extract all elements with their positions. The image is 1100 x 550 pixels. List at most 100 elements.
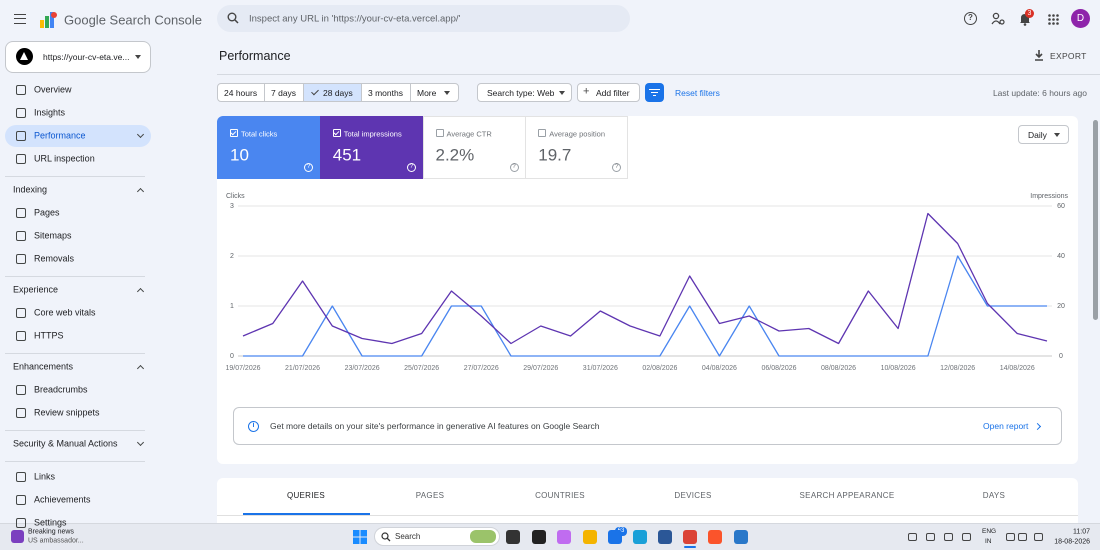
nav-section-title[interactable]: Security & Manual Actions <box>13 438 118 449</box>
taskbar-app[interactable] <box>633 530 647 544</box>
help-button[interactable]: ? <box>964 12 977 25</box>
y-tick-label: 0 <box>230 353 234 360</box>
taskbar-app[interactable] <box>583 530 597 544</box>
nav-item[interactable]: URL inspection <box>34 153 95 164</box>
help-icon: ? <box>612 163 622 172</box>
granularity-select[interactable] <box>1018 125 1069 144</box>
tab[interactable]: DAYS <box>982 491 1006 500</box>
metric-checkbox[interactable] <box>230 129 238 137</box>
metric-value: 19.7 <box>538 145 572 165</box>
taskbar-app[interactable] <box>506 530 520 544</box>
nav-section-title[interactable]: Experience <box>13 284 59 295</box>
nav-item[interactable]: Performance <box>34 130 86 141</box>
nav-icon <box>16 308 26 318</box>
tab[interactable]: PAGES <box>415 491 445 500</box>
logo <box>40 12 57 28</box>
tab[interactable]: DEVICES <box>674 491 712 500</box>
metric-tile[interactable] <box>422 116 526 179</box>
nav-item[interactable]: Settings <box>34 517 67 528</box>
divider <box>217 74 1100 75</box>
x-tick-label: 31/07/2026 <box>583 365 618 372</box>
metric-checkbox[interactable] <box>332 129 341 137</box>
reset-filters[interactable]: Reset filters <box>675 87 720 98</box>
nav-item[interactable]: Core web vitals <box>34 307 96 318</box>
help-icon: ? <box>509 163 519 172</box>
nav-divider <box>5 276 145 277</box>
nav-item[interactable]: Sitemaps <box>34 230 72 241</box>
clock-date: 18-08-2026 <box>1054 538 1090 546</box>
region: IN <box>985 537 992 545</box>
news-icon[interactable] <box>11 530 24 543</box>
ai-banner <box>233 407 1062 445</box>
taskbar-app[interactable] <box>658 530 672 544</box>
taskbar-app[interactable] <box>532 530 546 544</box>
nav-icon <box>16 408 26 418</box>
nav-divider <box>5 430 145 431</box>
caret <box>559 91 565 95</box>
y-tick-label: 3 <box>230 203 234 210</box>
section-toggle[interactable] <box>136 438 145 447</box>
export-button[interactable]: EXPORT <box>1050 50 1087 61</box>
tab[interactable]: COUNTRIES <box>535 491 585 500</box>
avatar[interactable]: D <box>1071 9 1090 28</box>
tray-icon[interactable] <box>1006 533 1015 541</box>
y2-axis-title: Impressions <box>1030 193 1068 200</box>
add-filter[interactable] <box>577 83 640 102</box>
taskbar-search[interactable] <box>374 527 500 546</box>
nav-item[interactable]: Links <box>34 471 56 482</box>
taskbar-search-label: Search <box>395 532 421 541</box>
tab[interactable]: QUERIES <box>286 491 326 500</box>
search-type-filter[interactable] <box>477 83 572 102</box>
nav-item[interactable]: Insights <box>34 107 66 118</box>
nav-item[interactable]: Pages <box>34 207 60 218</box>
taskbar-active <box>684 546 696 548</box>
tray-icon[interactable] <box>962 533 971 541</box>
taskbar-app[interactable] <box>557 530 571 544</box>
url-inspect-search[interactable] <box>217 5 630 32</box>
tray-icon[interactable] <box>908 533 917 541</box>
help-icon: ? <box>406 163 416 172</box>
nav-item[interactable]: Breadcrumbs <box>34 384 88 395</box>
metric-tile[interactable] <box>319 116 423 179</box>
nav-item[interactable]: Review snippets <box>34 407 100 418</box>
taskbar-app[interactable] <box>734 530 748 544</box>
date-range-label: More <box>417 87 437 98</box>
nav-icon <box>16 208 26 218</box>
nav-item[interactable]: Removals <box>34 253 75 264</box>
metric-label: Total impressions <box>343 129 402 139</box>
metric-checkbox[interactable] <box>538 129 547 137</box>
nav-section-title[interactable]: Enhancements <box>13 361 74 372</box>
nav-item[interactable]: Overview <box>34 84 72 95</box>
metric-tile[interactable] <box>217 116 320 179</box>
table-card <box>217 478 1078 528</box>
plus-icon: + <box>583 85 590 98</box>
tray-icon[interactable] <box>1034 533 1043 541</box>
date-range-chip[interactable] <box>410 83 459 102</box>
scrollbar[interactable] <box>1093 120 1098 320</box>
tab[interactable]: SEARCH APPEARANCE <box>799 491 895 500</box>
menu-button[interactable] <box>14 14 26 24</box>
users-button[interactable] <box>991 12 1005 26</box>
tray-icon[interactable] <box>926 533 935 541</box>
caret <box>444 91 450 95</box>
taskbar-app[interactable] <box>608 530 622 544</box>
metric-tile[interactable] <box>525 116 629 179</box>
start-button[interactable] <box>353 530 367 544</box>
nav-item[interactable]: HTTPS <box>34 330 64 341</box>
open-report[interactable]: Open report <box>983 420 1029 431</box>
help-icon: ? <box>304 163 313 172</box>
filter-button[interactable] <box>645 83 664 102</box>
y-tick-label: 1 <box>230 303 234 310</box>
x-tick-label: 29/07/2026 <box>523 365 558 372</box>
metric-checkbox[interactable] <box>435 129 444 137</box>
taskbar-app[interactable] <box>683 530 697 544</box>
apps-button[interactable] <box>1048 14 1059 25</box>
info-icon: i <box>248 421 259 432</box>
taskbar-app[interactable] <box>708 530 722 544</box>
tray-icon[interactable] <box>1018 533 1027 541</box>
nav-section-title[interactable]: Indexing <box>13 184 48 195</box>
language: ENG <box>982 527 997 535</box>
news-text: US ambassador... <box>28 537 84 545</box>
nav-item[interactable]: Achievements <box>34 494 91 505</box>
tray-icon[interactable] <box>944 533 953 541</box>
